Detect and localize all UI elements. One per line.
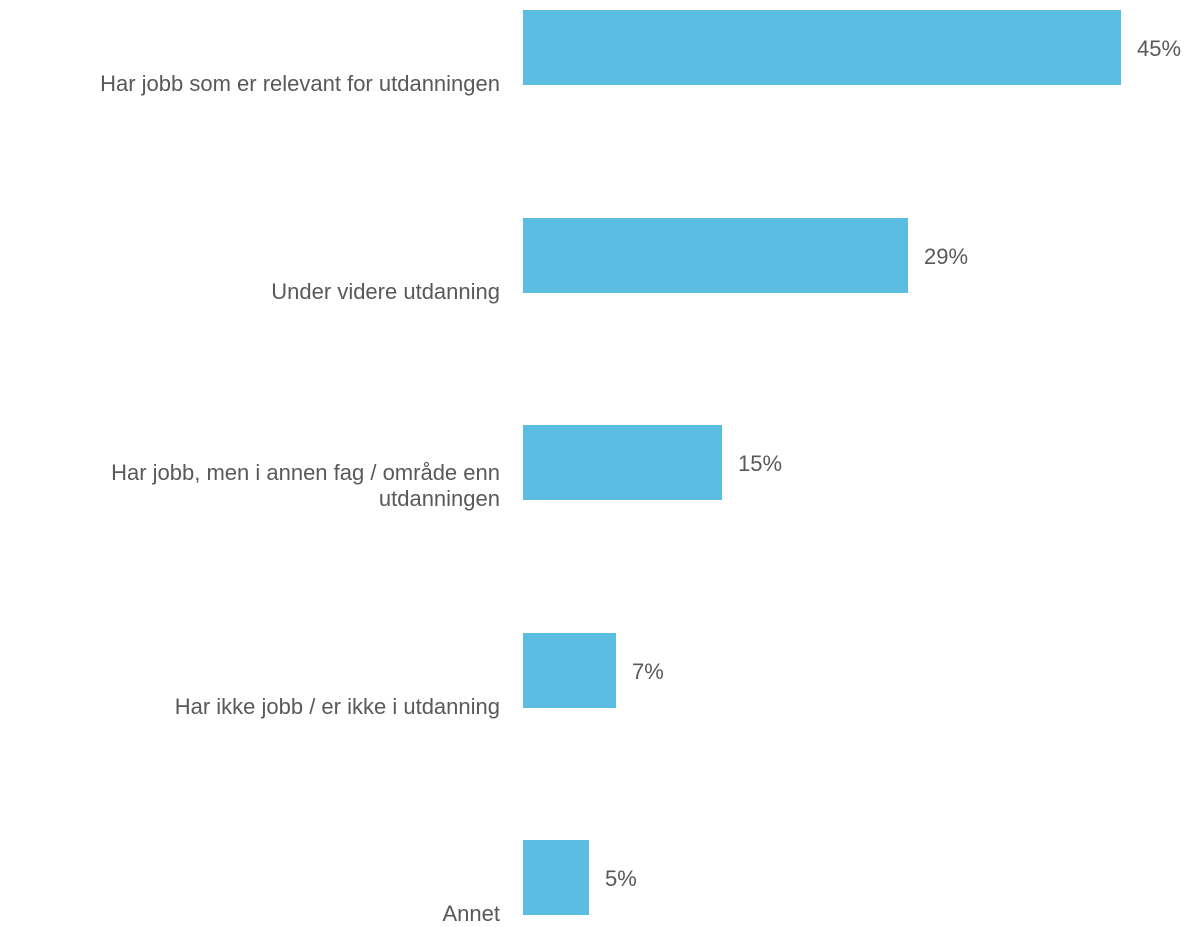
- category-label: Annet: [442, 901, 501, 926]
- category-label: Har jobb, men i annen fag / område enn u…: [111, 460, 500, 511]
- bar: [523, 632, 616, 708]
- category-label: Har jobb som er relevant for utdanningen: [100, 71, 500, 96]
- category-label: Har ikke jobb / er ikke i utdanning: [174, 693, 500, 719]
- bar: [523, 217, 908, 293]
- value-label: 7%: [632, 658, 664, 684]
- bar: [523, 425, 722, 500]
- value-label: 5%: [605, 866, 637, 891]
- bar: [523, 10, 1121, 85]
- value-label: 29%: [924, 243, 969, 269]
- value-label: 45%: [1137, 36, 1182, 61]
- bar: [523, 840, 589, 915]
- category-label: Under videre utdanning: [271, 278, 500, 304]
- value-label: 15%: [738, 451, 783, 476]
